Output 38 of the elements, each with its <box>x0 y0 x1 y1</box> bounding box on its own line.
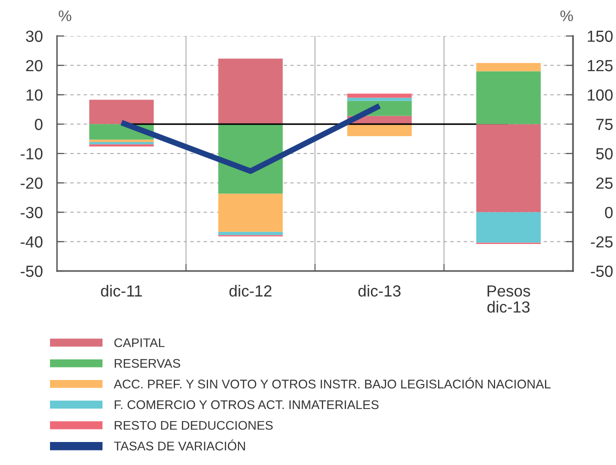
legend-label: F. COMERCIO Y OTROS ACT. INMATERIALES <box>114 400 379 410</box>
y-tick-label: -10 <box>20 148 42 160</box>
y2-tick-label: 25 <box>596 178 613 189</box>
bar <box>218 232 283 236</box>
legend-label: TASAS DE VARIACIÓN <box>114 439 245 450</box>
x-tick-label: dic-13 <box>358 284 401 297</box>
y-tick-label: -40 <box>20 236 42 248</box>
bar <box>347 98 412 101</box>
y2-tick-label: 100 <box>588 89 613 101</box>
y-tick-label: -50 <box>20 266 42 277</box>
y2-tick-label: 75 <box>596 118 613 130</box>
y2-tick-label: 150 <box>588 30 613 42</box>
y-axis-title: % <box>58 10 72 22</box>
legend-label: RESTO DE DEDUCCIONES <box>114 420 273 430</box>
y2-axis-title: % <box>560 10 573 22</box>
bar <box>218 58 283 124</box>
y2-tick-label: 0 <box>605 206 613 218</box>
y-tick-label: 20 <box>26 60 42 72</box>
bar <box>347 94 412 98</box>
y2-tick-label: 125 <box>588 60 613 72</box>
y-tick-label: 0 <box>34 118 42 130</box>
y-tick-label: -30 <box>20 206 42 218</box>
legend-label: RESERVAS <box>114 358 180 368</box>
legend-label: ACC. PREF. Y SIN VOTO Y OTROS INSTR. BAJO LEGISLACIÓN NACIONAL <box>114 378 551 388</box>
y2-tick-label: -50 <box>590 266 613 277</box>
y2-tick-label: -25 <box>590 236 613 248</box>
y2-tick-label: 50 <box>596 148 613 160</box>
y-tick-label: -20 <box>20 178 42 189</box>
bar <box>89 100 154 124</box>
bar <box>89 140 154 142</box>
y-tick-label: 30 <box>26 30 42 42</box>
legend-label: CAPITAL <box>114 338 165 348</box>
x-tick-label: dic-11 <box>101 284 142 297</box>
bar <box>347 124 412 136</box>
bar <box>218 194 283 232</box>
x-tick-label: Pesos dic-13 <box>487 285 530 313</box>
y-tick-label: 10 <box>26 89 42 101</box>
x-tick-label: dic-12 <box>229 284 272 297</box>
